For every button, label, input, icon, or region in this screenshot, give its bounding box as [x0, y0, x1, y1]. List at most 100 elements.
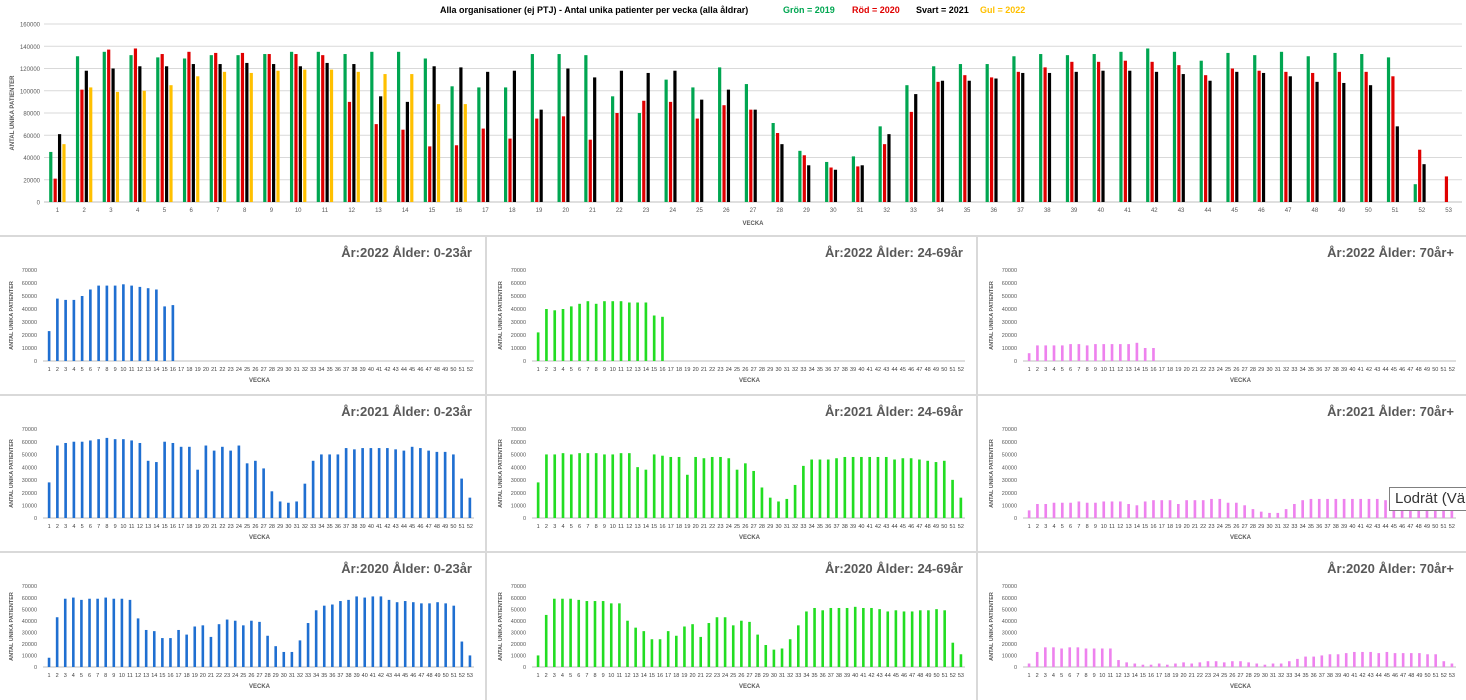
- x-tick-label: 27: [1242, 367, 1248, 373]
- x-tick-label: 16: [1150, 524, 1156, 530]
- bar-week-10: [1102, 501, 1106, 518]
- bar-2021-week-5: [164, 66, 169, 203]
- bar-week-4: [72, 441, 76, 518]
- bar-2021-week-21: [593, 77, 597, 202]
- x-tick-label: 24: [1217, 524, 1223, 530]
- bar-2019-week-14: [396, 51, 401, 202]
- y-tick-label: 20000: [511, 642, 526, 648]
- bar-week-41: [1353, 651, 1356, 667]
- bar-2022-week-2: [89, 87, 93, 202]
- bar-2019-week-48: [1306, 56, 1310, 203]
- bar-2020-week-50: [1364, 71, 1368, 203]
- bar-2021-week-17: [486, 71, 490, 203]
- x-tick-label: 31: [289, 673, 295, 679]
- bar-2021-week-52: [1422, 164, 1426, 202]
- y-tick-label: 50000: [511, 607, 526, 613]
- bar-week-40: [369, 448, 373, 518]
- x-tick-label: 17: [668, 367, 674, 373]
- x-tick-label: 53: [467, 673, 473, 679]
- x-tick-label: 51: [459, 524, 465, 530]
- x-tick-label: 33: [1291, 367, 1297, 373]
- x-tick-label: 40: [362, 673, 368, 679]
- bar-week-15: [1143, 501, 1147, 518]
- x-tick-label: 3: [109, 208, 113, 214]
- bar-2021-week-47: [1288, 76, 1292, 202]
- x-tick-label: 3: [1044, 673, 1047, 679]
- bar-week-16: [171, 305, 175, 361]
- x-tick-label: 50: [1365, 208, 1372, 214]
- bar-week-13: [1125, 662, 1128, 667]
- x-tick-label: 26: [252, 524, 258, 530]
- bar-2021-week-19: [539, 109, 543, 202]
- bar-week-24: [1214, 661, 1218, 667]
- x-tick-label: 24: [722, 673, 728, 679]
- x-tick-label: 45: [409, 367, 415, 373]
- x-tick-label: 25: [244, 367, 250, 373]
- x-tick-label: 17: [482, 208, 489, 214]
- x-tick-label: 26: [248, 673, 254, 679]
- x-tick-label: 34: [937, 208, 944, 214]
- bar-2022-week-14: [410, 74, 414, 202]
- x-tick-label: 42: [1366, 524, 1372, 530]
- bar-week-17: [666, 631, 670, 667]
- y-tick-label: 10000: [511, 654, 526, 660]
- bar-2021-week-3: [111, 68, 115, 202]
- x-tick-label: 25: [734, 367, 740, 373]
- x-tick-label: 3: [1044, 524, 1047, 530]
- y-tick-label: 40000: [22, 619, 37, 625]
- bar-week-44: [395, 602, 399, 667]
- bar-2021-week-34: [940, 80, 945, 202]
- x-tick-label: 41: [860, 673, 866, 679]
- x-tick-label: 48: [426, 673, 432, 679]
- bar-week-20: [204, 445, 208, 518]
- bar-week-37: [1320, 655, 1324, 667]
- x-tick-label: 14: [153, 524, 159, 530]
- bar-week-2: [1036, 504, 1039, 518]
- bar-week-13: [634, 627, 637, 667]
- x-tick-label: 1: [537, 367, 540, 373]
- bar-2019-week-31: [851, 156, 856, 202]
- x-tick-label: 23: [1205, 673, 1211, 679]
- bar-week-51: [1442, 505, 1445, 518]
- bar-week-9: [113, 439, 117, 518]
- x-tick-label: 35: [817, 524, 823, 530]
- x-tick-label: 10: [295, 208, 302, 214]
- bar-2020-week-7: [214, 52, 218, 202]
- chart-2020-24-69: År:2020 Ålder: 24-69år 0 10000 20000 30000 40…: [498, 561, 965, 690]
- y-axis-title: ANTAL UNIKA PATIENTER: [9, 281, 15, 350]
- y-tick-label: 0: [523, 359, 526, 365]
- x-tick-label: 33: [1291, 524, 1297, 530]
- bar-week-38: [1328, 654, 1332, 667]
- bar-2020-week-37: [1016, 71, 1020, 203]
- bar-week-3: [553, 454, 557, 518]
- x-tick-label: 11: [127, 673, 133, 679]
- bar-week-14: [155, 462, 158, 518]
- bar-week-52: [1450, 509, 1454, 518]
- chart-title: År:2020 Ålder: 0-23år: [341, 561, 472, 576]
- x-tick-label: 34: [318, 367, 324, 373]
- legend-entry-2021: Svart = 2021: [916, 5, 969, 15]
- x-tick-label: 44: [1376, 673, 1382, 679]
- bar-2019-week-39: [1065, 55, 1070, 203]
- bar-week-17: [177, 629, 180, 667]
- x-tick-label: 43: [883, 367, 889, 373]
- x-tick-label: 6: [577, 673, 580, 679]
- bar-week-49: [927, 610, 930, 667]
- x-tick-label: 52: [467, 524, 473, 530]
- x-tick-label: 9: [602, 673, 605, 679]
- x-tick-label: 39: [850, 524, 856, 530]
- bar-week-10: [611, 301, 615, 361]
- bar-2019-week-52: [1413, 184, 1417, 202]
- x-tick-label: 38: [351, 367, 357, 373]
- bar-week-3: [1044, 504, 1048, 518]
- x-tick-label: 45: [1231, 208, 1238, 214]
- bar-week-1: [536, 482, 540, 518]
- bar-2019-week-20: [557, 54, 561, 202]
- x-tick-label: 20: [562, 208, 569, 214]
- x-tick-label: 16: [1150, 367, 1156, 373]
- y-tick-label: 60000: [511, 596, 526, 602]
- x-tick-label: 9: [114, 524, 117, 530]
- bar-week-44: [1377, 653, 1381, 667]
- bar-week-37: [339, 601, 342, 667]
- x-tick-label: 14: [643, 367, 649, 373]
